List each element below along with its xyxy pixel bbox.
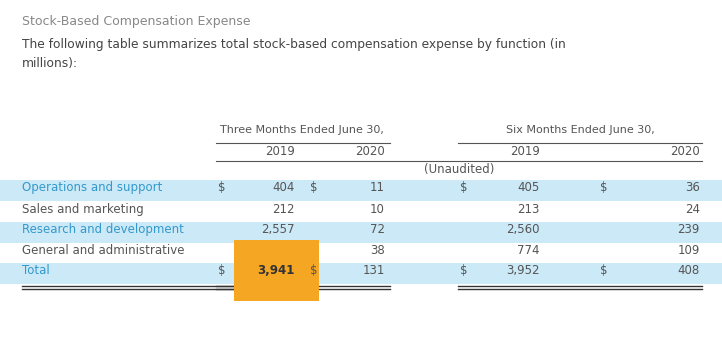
Text: 774: 774: [518, 244, 540, 257]
Text: $: $: [310, 264, 318, 277]
Text: Sales and marketing: Sales and marketing: [22, 203, 144, 216]
Text: 213: 213: [518, 203, 540, 216]
Text: 239: 239: [678, 223, 700, 236]
Text: 72: 72: [370, 223, 385, 236]
Text: 11: 11: [370, 181, 385, 194]
Text: 2020: 2020: [355, 145, 385, 158]
Text: Total: Total: [22, 264, 50, 277]
Text: 3,941: 3,941: [258, 264, 295, 277]
Text: Stock-Based Compensation Expense: Stock-Based Compensation Expense: [22, 15, 251, 28]
Text: 404: 404: [273, 181, 295, 194]
Text: 2,557: 2,557: [261, 223, 295, 236]
Text: $: $: [460, 264, 468, 277]
Text: 405: 405: [518, 181, 540, 194]
Text: 10: 10: [370, 203, 385, 216]
Bar: [0, 222, 722, 243]
Text: Research and development: Research and development: [22, 223, 184, 236]
Text: 36: 36: [685, 181, 700, 194]
Text: 2019: 2019: [265, 145, 295, 158]
Text: 38: 38: [370, 244, 385, 257]
Text: $: $: [600, 264, 607, 277]
Text: 768: 768: [273, 244, 295, 257]
Text: 212: 212: [272, 203, 295, 216]
Text: 3,952: 3,952: [507, 264, 540, 277]
Bar: [0, 180, 722, 201]
Text: 2020: 2020: [670, 145, 700, 158]
Text: Operations and support: Operations and support: [22, 181, 162, 194]
Text: $: $: [310, 181, 318, 194]
Text: Six Months Ended June 30,: Six Months Ended June 30,: [505, 125, 654, 135]
Text: Three Months Ended June 30,: Three Months Ended June 30,: [219, 125, 383, 135]
Text: General and administrative: General and administrative: [22, 244, 185, 257]
Text: The following table summarizes total stock-based compensation expense by functio: The following table summarizes total sto…: [22, 38, 566, 70]
Bar: [0, 263, 722, 284]
Text: 2,560: 2,560: [507, 223, 540, 236]
Text: 2019: 2019: [510, 145, 540, 158]
Text: 24: 24: [685, 203, 700, 216]
Text: $: $: [600, 181, 607, 194]
Text: $: $: [218, 264, 225, 277]
Text: (Unaudited): (Unaudited): [424, 163, 494, 176]
Text: 408: 408: [678, 264, 700, 277]
Text: 131: 131: [362, 264, 385, 277]
Text: 109: 109: [678, 244, 700, 257]
Text: $: $: [218, 181, 225, 194]
Text: $: $: [460, 181, 468, 194]
